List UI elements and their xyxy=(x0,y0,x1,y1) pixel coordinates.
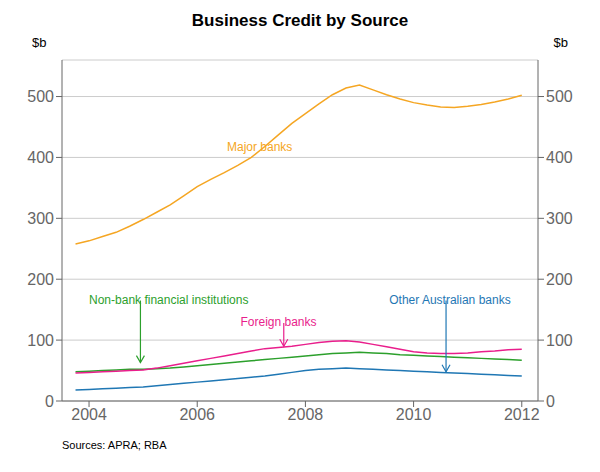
svg-text:500: 500 xyxy=(27,88,54,105)
svg-text:2008: 2008 xyxy=(288,406,324,423)
svg-text:300: 300 xyxy=(546,210,573,227)
svg-text:2012: 2012 xyxy=(504,406,540,423)
html-text:Sources: APRA; RBA: Sources: APRA; RBA xyxy=(62,439,167,451)
svg-text:400: 400 xyxy=(27,149,54,166)
svg-text:200: 200 xyxy=(546,271,573,288)
svg-text:500: 500 xyxy=(546,88,573,105)
svg-text:0: 0 xyxy=(45,393,54,410)
svg-text:Major banks: Major banks xyxy=(227,140,292,154)
svg-text:200: 200 xyxy=(27,271,54,288)
svg-text:2006: 2006 xyxy=(179,406,215,423)
html-text:$b: $b xyxy=(32,35,47,50)
svg-text:Other Australian banks: Other Australian banks xyxy=(389,293,510,307)
svg-text:100: 100 xyxy=(27,332,54,349)
svg-text:100: 100 xyxy=(546,332,573,349)
svg-text:400: 400 xyxy=(546,149,573,166)
svg-text:300: 300 xyxy=(27,210,54,227)
svg-text:Non-bank financial institution: Non-bank financial institutions xyxy=(89,293,248,307)
html-text:Business Credit by Source: Business Credit by Source xyxy=(191,11,409,30)
svg-text:Foreign banks: Foreign banks xyxy=(241,315,317,329)
svg-text:2004: 2004 xyxy=(71,406,107,423)
svg-text:0: 0 xyxy=(546,393,555,410)
html-text:$b: $b xyxy=(553,35,568,50)
svg-text:2010: 2010 xyxy=(396,406,432,423)
